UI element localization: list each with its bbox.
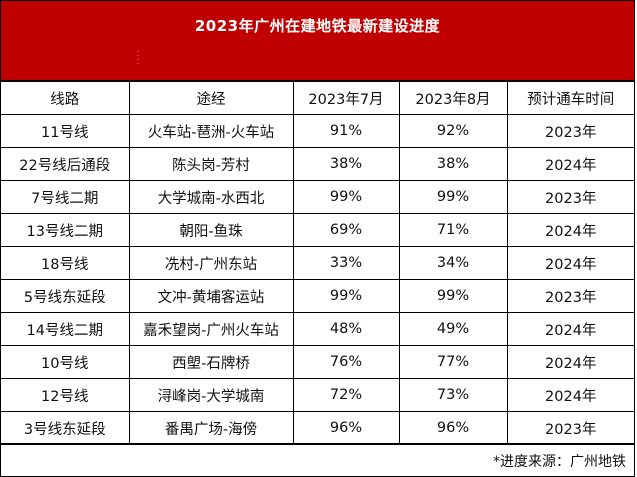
- table-row: 14号线二期 嘉禾望岗-广州火车站 48% 49% 2024年: [1, 312, 634, 346]
- cell-progress-aug: 49%: [398, 312, 508, 346]
- cell-open-year: 2023年: [506, 180, 634, 214]
- cell-open-year: 2023年: [506, 411, 634, 445]
- cell-progress-jul: 33%: [292, 246, 400, 280]
- cell-route: 番禺广场-海傍: [128, 411, 294, 445]
- page-title: 2023年广州在建地铁最新建设进度: [194, 17, 441, 35]
- title-banner: 2023年广州在建地铁最新建设进度: [1, 1, 634, 81]
- cell-progress-jul: 72%: [292, 378, 400, 412]
- cell-line: 10号线: [1, 345, 130, 379]
- cell-line: 18号线: [1, 246, 130, 280]
- table-row: 13号线二期 朝阳-鱼珠 69% 71% 2024年: [1, 213, 634, 247]
- cell-route: 大学城南-水西北: [128, 180, 294, 214]
- cell-route: 浔峰岗-大学城南: [128, 378, 294, 412]
- cell-route: 西塱-石牌桥: [128, 345, 294, 379]
- table-header-row: 线路 途经 2023年7月 2023年8月 预计通车时间: [1, 81, 634, 115]
- cell-line: 22号线后通段: [1, 147, 130, 181]
- table-row: 11号线 火车站-琶洲-火车站 91% 92% 2023年: [1, 114, 634, 148]
- cell-line: 7号线二期: [1, 180, 130, 214]
- cell-progress-jul: 96%: [292, 411, 400, 445]
- cell-progress-aug: 71%: [398, 213, 508, 247]
- banner-decoration: [137, 51, 139, 65]
- cell-open-year: 2024年: [506, 312, 634, 346]
- footer: *进度来源：广州地铁: [1, 443, 634, 476]
- cell-progress-jul: 76%: [292, 345, 400, 379]
- table-row: 3号线东延段 番禺广场-海傍 96% 96% 2023年: [1, 411, 634, 445]
- cell-open-year: 2023年: [506, 279, 634, 313]
- table-row: 22号线后通段 陈头岗-芳村 38% 38% 2024年: [1, 147, 634, 181]
- table-row: 18号线 冼村-广州东站 33% 34% 2024年: [1, 246, 634, 280]
- column-header-aug: 2023年8月: [398, 81, 508, 115]
- table-row: 7号线二期 大学城南-水西北 99% 99% 2023年: [1, 180, 634, 214]
- table-row: 12号线 浔峰岗-大学城南 72% 73% 2024年: [1, 378, 634, 412]
- column-header-open: 预计通车时间: [506, 81, 634, 115]
- cell-open-year: 2024年: [506, 378, 634, 412]
- cell-line: 3号线东延段: [1, 411, 130, 445]
- cell-progress-jul: 69%: [292, 213, 400, 247]
- table-body: 11号线 火车站-琶洲-火车站 91% 92% 2023年 22号线后通段 陈头岗-芳村 38…: [1, 114, 634, 445]
- cell-progress-jul: 91%: [292, 114, 400, 148]
- cell-progress-aug: 77%: [398, 345, 508, 379]
- cell-progress-aug: 38%: [398, 147, 508, 181]
- table-row: 5号线东延段 文冲-黄埔客运站 99% 99% 2023年: [1, 279, 634, 313]
- cell-open-year: 2023年: [506, 114, 634, 148]
- cell-progress-jul: 99%: [292, 279, 400, 313]
- cell-progress-aug: 73%: [398, 378, 508, 412]
- cell-open-year: 2024年: [506, 213, 634, 247]
- cell-route: 嘉禾望岗-广州火车站: [128, 312, 294, 346]
- cell-progress-aug: 96%: [398, 411, 508, 445]
- cell-route: 冼村-广州东站: [128, 246, 294, 280]
- cell-route: 陈头岗-芳村: [128, 147, 294, 181]
- table-row: 10号线 西塱-石牌桥 76% 77% 2024年: [1, 345, 634, 379]
- cell-line: 14号线二期: [1, 312, 130, 346]
- cell-open-year: 2024年: [506, 345, 634, 379]
- cell-line: 12号线: [1, 378, 130, 412]
- cell-progress-jul: 48%: [292, 312, 400, 346]
- column-header-route: 途经: [128, 81, 294, 115]
- cell-progress-jul: 38%: [292, 147, 400, 181]
- cell-open-year: 2024年: [506, 246, 634, 280]
- cell-progress-aug: 34%: [398, 246, 508, 280]
- progress-table: 线路 途经 2023年7月 2023年8月 预计通车时间 11号线 火车站-琶洲-…: [1, 81, 634, 445]
- column-header-jul: 2023年7月: [292, 81, 400, 115]
- cell-progress-aug: 99%: [398, 180, 508, 214]
- cell-progress-aug: 92%: [398, 114, 508, 148]
- column-header-line: 线路: [1, 81, 130, 115]
- cell-line: 11号线: [1, 114, 130, 148]
- source-note: *进度来源：广州地铁: [493, 454, 626, 470]
- cell-progress-jul: 99%: [292, 180, 400, 214]
- cell-route: 朝阳-鱼珠: [128, 213, 294, 247]
- cell-route: 文冲-黄埔客运站: [128, 279, 294, 313]
- cell-open-year: 2024年: [506, 147, 634, 181]
- cell-route: 火车站-琶洲-火车站: [128, 114, 294, 148]
- cell-line: 5号线东延段: [1, 279, 130, 313]
- cell-progress-aug: 99%: [398, 279, 508, 313]
- cell-line: 13号线二期: [1, 213, 130, 247]
